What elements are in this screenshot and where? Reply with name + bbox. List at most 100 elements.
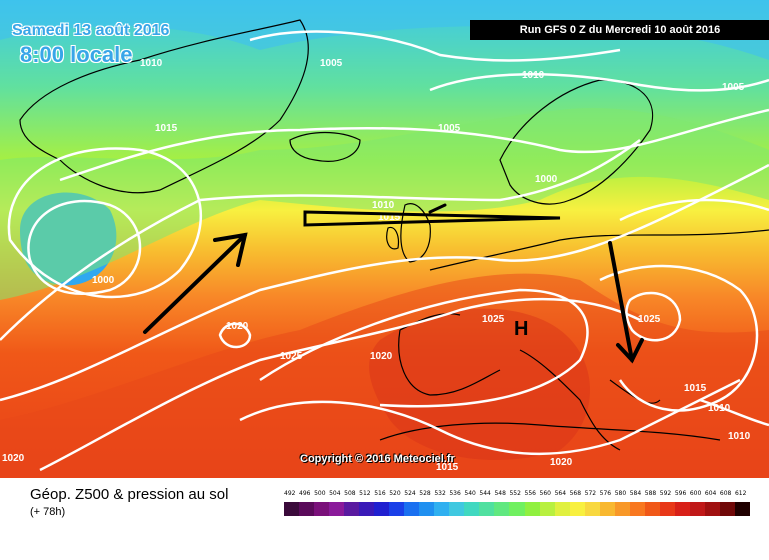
forecast-lead-time: (+ 78h) (30, 506, 66, 518)
scale-label: 572 (584, 490, 597, 497)
pressure-label: 1005 (320, 58, 343, 69)
legend-footer: Géop. Z500 & pression au sol (+ 78h) 492… (0, 478, 769, 560)
pressure-label: 1015 (436, 462, 459, 473)
isobar-1015-east (599, 264, 759, 412)
scale-label: 492 (284, 490, 296, 497)
iceland-coast (289, 131, 361, 162)
isobar-1010-west (0, 138, 641, 341)
pressure-label: 1020 (2, 453, 25, 464)
copyright-text: Copyright © 2016 Meteociel.fr (300, 453, 455, 465)
cold-trough (0, 0, 769, 60)
scale-label: 592 (659, 490, 672, 497)
scale-label: 524 (404, 490, 416, 497)
southward-flow-arrow (608, 241, 634, 362)
pressure-label: 1015 (684, 383, 707, 394)
run-info-banner: Run GFS 0 Z du Mercredi 10 août 2016 (470, 20, 769, 40)
pressure-label: 1010 (372, 200, 395, 211)
zonal-flow-arrow (303, 210, 561, 227)
isobar-1010-east (619, 198, 769, 427)
scale-label: 588 (644, 490, 657, 497)
isobar-1020-south (239, 378, 741, 456)
scale-swatch (314, 502, 330, 516)
pressure-label: 1010 (522, 70, 545, 81)
pressure-label: 1020 (226, 321, 249, 332)
isobar-1025 (259, 288, 589, 408)
forecast-date: Samedi 13 août 2016 (12, 22, 170, 39)
pressure-label: 1020 (550, 457, 573, 468)
scale-swatch (524, 502, 540, 516)
scale-swatch (419, 502, 435, 516)
scale-swatch (299, 502, 315, 516)
scale-label: 580 (614, 490, 627, 497)
isobar-1020-ring (218, 322, 252, 349)
scale-label: 520 (389, 490, 401, 497)
africa-coast (379, 422, 721, 441)
scale-label: 540 (464, 490, 476, 497)
scale-label: 576 (599, 490, 612, 497)
scale-swatch (434, 502, 450, 516)
color-scale-labels: 492 496 500 504 508 512 516 520 524 528 532 536 540 5… (284, 490, 750, 500)
isobar-1000-low (27, 199, 142, 295)
scale-swatch (479, 502, 495, 516)
isobar-1010-north (429, 73, 769, 92)
scale-label: 512 (359, 490, 371, 497)
scale-swatch (599, 502, 615, 516)
pressure-label: 1005 (722, 82, 745, 93)
scale-label: 568 (569, 490, 582, 497)
weather-map: 1010 1005 1010 1005 1015 1005 1000 1000 … (0, 0, 769, 478)
scale-label: 536 (449, 490, 461, 497)
scale-swatch (449, 502, 465, 516)
scale-label: 548 (494, 490, 506, 497)
pressure-label: 1010 (140, 58, 163, 69)
scale-swatch (374, 502, 390, 516)
pressure-label: 1025 (280, 351, 303, 362)
chart-title: Géop. Z500 & pression au sol (30, 486, 229, 503)
scale-swatch (584, 502, 600, 516)
scale-label: 500 (314, 490, 326, 497)
scale-swatch (659, 502, 675, 516)
pressure-label: 1025 (638, 314, 661, 325)
red-ridge (0, 273, 769, 478)
europe-coast (398, 229, 769, 451)
pressure-label: 1020 (370, 351, 393, 362)
high-pressure-marker: H (514, 318, 528, 340)
scale-label: 608 (719, 490, 732, 497)
scale-swatch (344, 502, 360, 516)
scale-swatch (704, 502, 720, 516)
british-isles-coast (386, 203, 431, 263)
scale-swatch (674, 502, 690, 516)
scale-label: 604 (704, 490, 717, 497)
scale-label: 516 (374, 490, 386, 497)
annotation-arrows (143, 203, 644, 364)
scale-swatch (734, 502, 750, 516)
scale-label: 496 (299, 490, 311, 497)
southwest-flow-arrow (143, 233, 247, 334)
scale-swatch (329, 502, 345, 516)
pressure-labels: 1010 1005 1010 1005 1015 1005 1000 1000 … (2, 58, 751, 473)
scale-swatch (389, 502, 405, 516)
scale-swatch (569, 502, 585, 516)
pressure-label: 1010 (708, 403, 731, 414)
pressure-label: 1015 (378, 212, 401, 223)
isobar-1025-east (625, 291, 682, 342)
isobar-1005-low (7, 147, 203, 299)
scale-label: 612 (734, 490, 747, 497)
scale-swatch (464, 502, 480, 516)
scale-label: 552 (509, 490, 521, 497)
southwest-flow-arrowhead (213, 232, 248, 267)
scale-swatch (494, 502, 510, 516)
pressure-label: 1015 (155, 123, 178, 134)
scale-swatch (509, 502, 525, 516)
scale-swatch (404, 502, 420, 516)
isobars (0, 30, 769, 472)
scale-label: 560 (539, 490, 551, 497)
scale-label: 596 (674, 490, 687, 497)
scale-swatch (554, 502, 570, 516)
scale-label: 508 (344, 490, 356, 497)
pressure-label: 1005 (438, 123, 461, 134)
green-band (0, 108, 769, 300)
scale-swatch (359, 502, 375, 516)
scale-label: 532 (434, 490, 446, 497)
pressure-label: 1010 (728, 431, 751, 442)
scale-label: 504 (329, 490, 341, 497)
